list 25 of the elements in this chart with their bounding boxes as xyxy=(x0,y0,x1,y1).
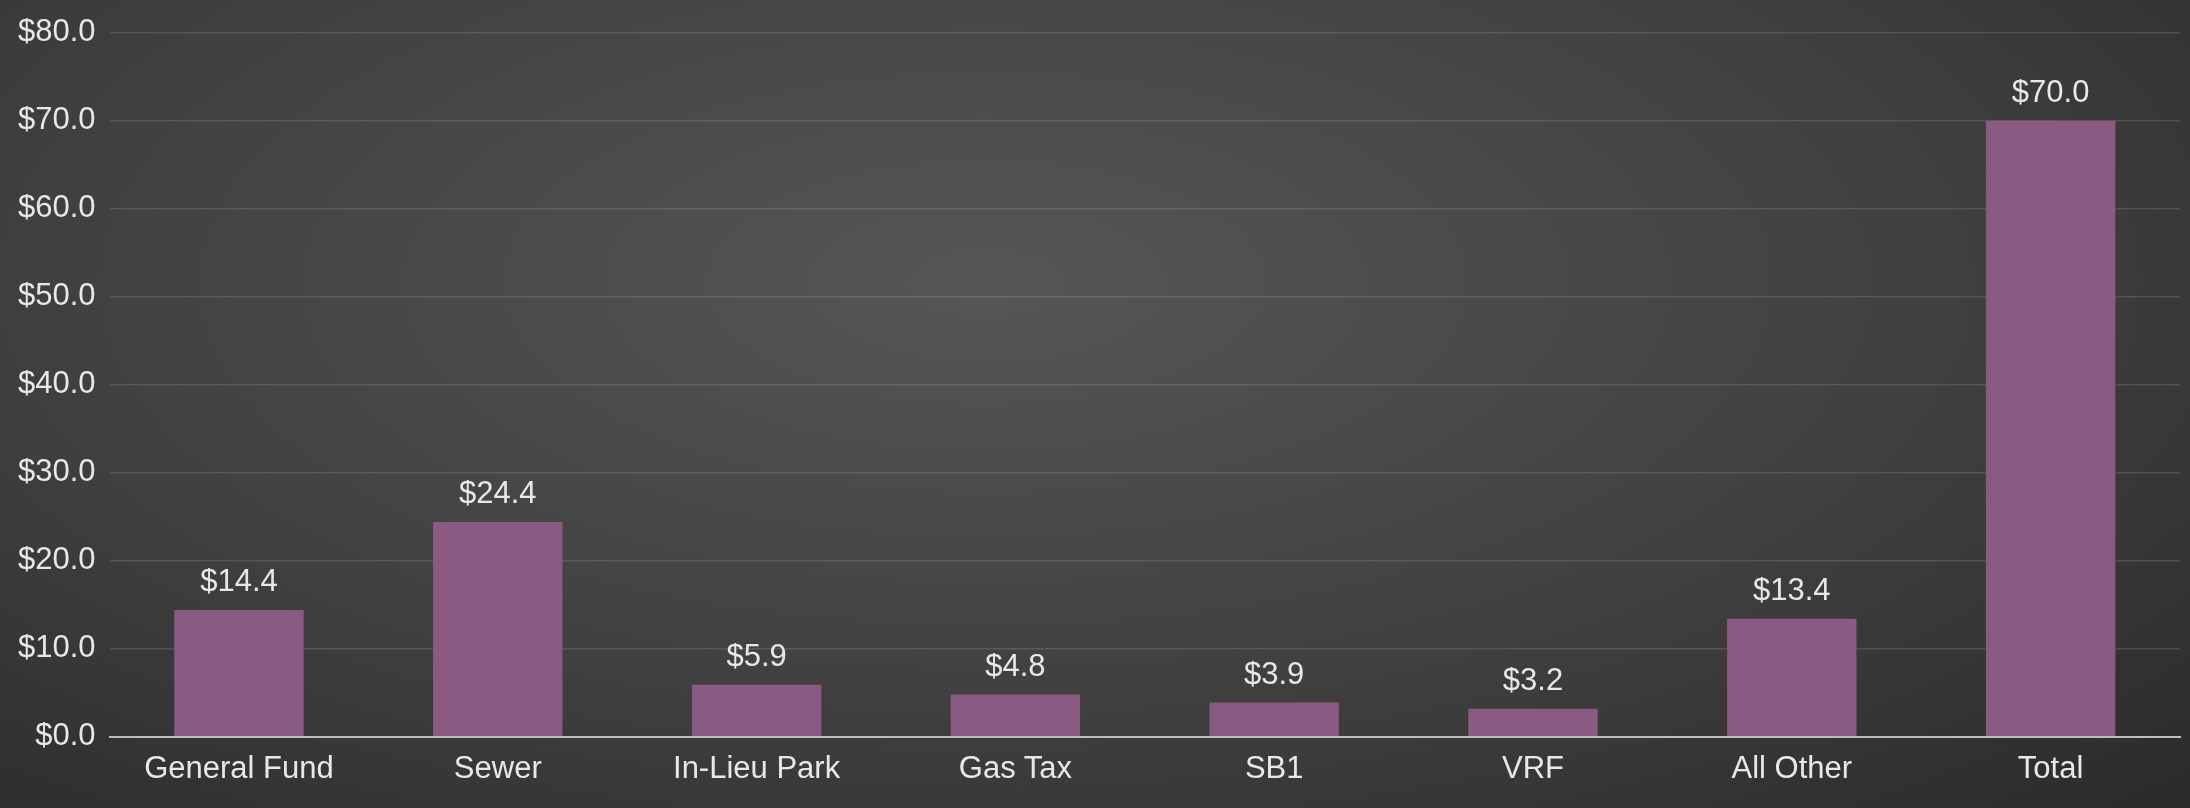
x-tick-label: Sewer xyxy=(453,749,542,785)
data-label: $13.4 xyxy=(1753,571,1831,607)
data-label: $14.4 xyxy=(200,563,278,599)
y-tick-label: $0.0 xyxy=(35,717,96,753)
y-tick-label: $50.0 xyxy=(18,277,96,313)
x-tick-label: All Other xyxy=(1731,749,1853,785)
data-label: $3.9 xyxy=(1244,655,1305,691)
y-tick-label: $30.0 xyxy=(18,453,96,489)
x-tick-label: In-Lieu Park xyxy=(673,749,841,785)
data-label: $5.9 xyxy=(726,637,787,673)
y-tick-label: $70.0 xyxy=(18,101,96,137)
x-tick-label: VRF xyxy=(1501,749,1564,785)
y-tick-label: $10.0 xyxy=(18,629,96,665)
data-label: $24.4 xyxy=(458,475,537,511)
data-label: $4.8 xyxy=(985,647,1046,683)
data-label: $3.2 xyxy=(1502,661,1564,697)
y-tick-label: $40.0 xyxy=(18,365,96,401)
y-tick-label: $20.0 xyxy=(18,541,96,577)
x-tick-label: Gas Tax xyxy=(958,749,1073,785)
x-tick-label: Total xyxy=(2017,749,2084,785)
y-tick-label: $80.0 xyxy=(18,13,96,49)
x-tick-label: SB1 xyxy=(1244,749,1304,785)
x-tick-label: General Fund xyxy=(144,749,334,785)
y-tick-label: $60.0 xyxy=(18,189,96,225)
data-label: $70.0 xyxy=(2011,73,2090,109)
